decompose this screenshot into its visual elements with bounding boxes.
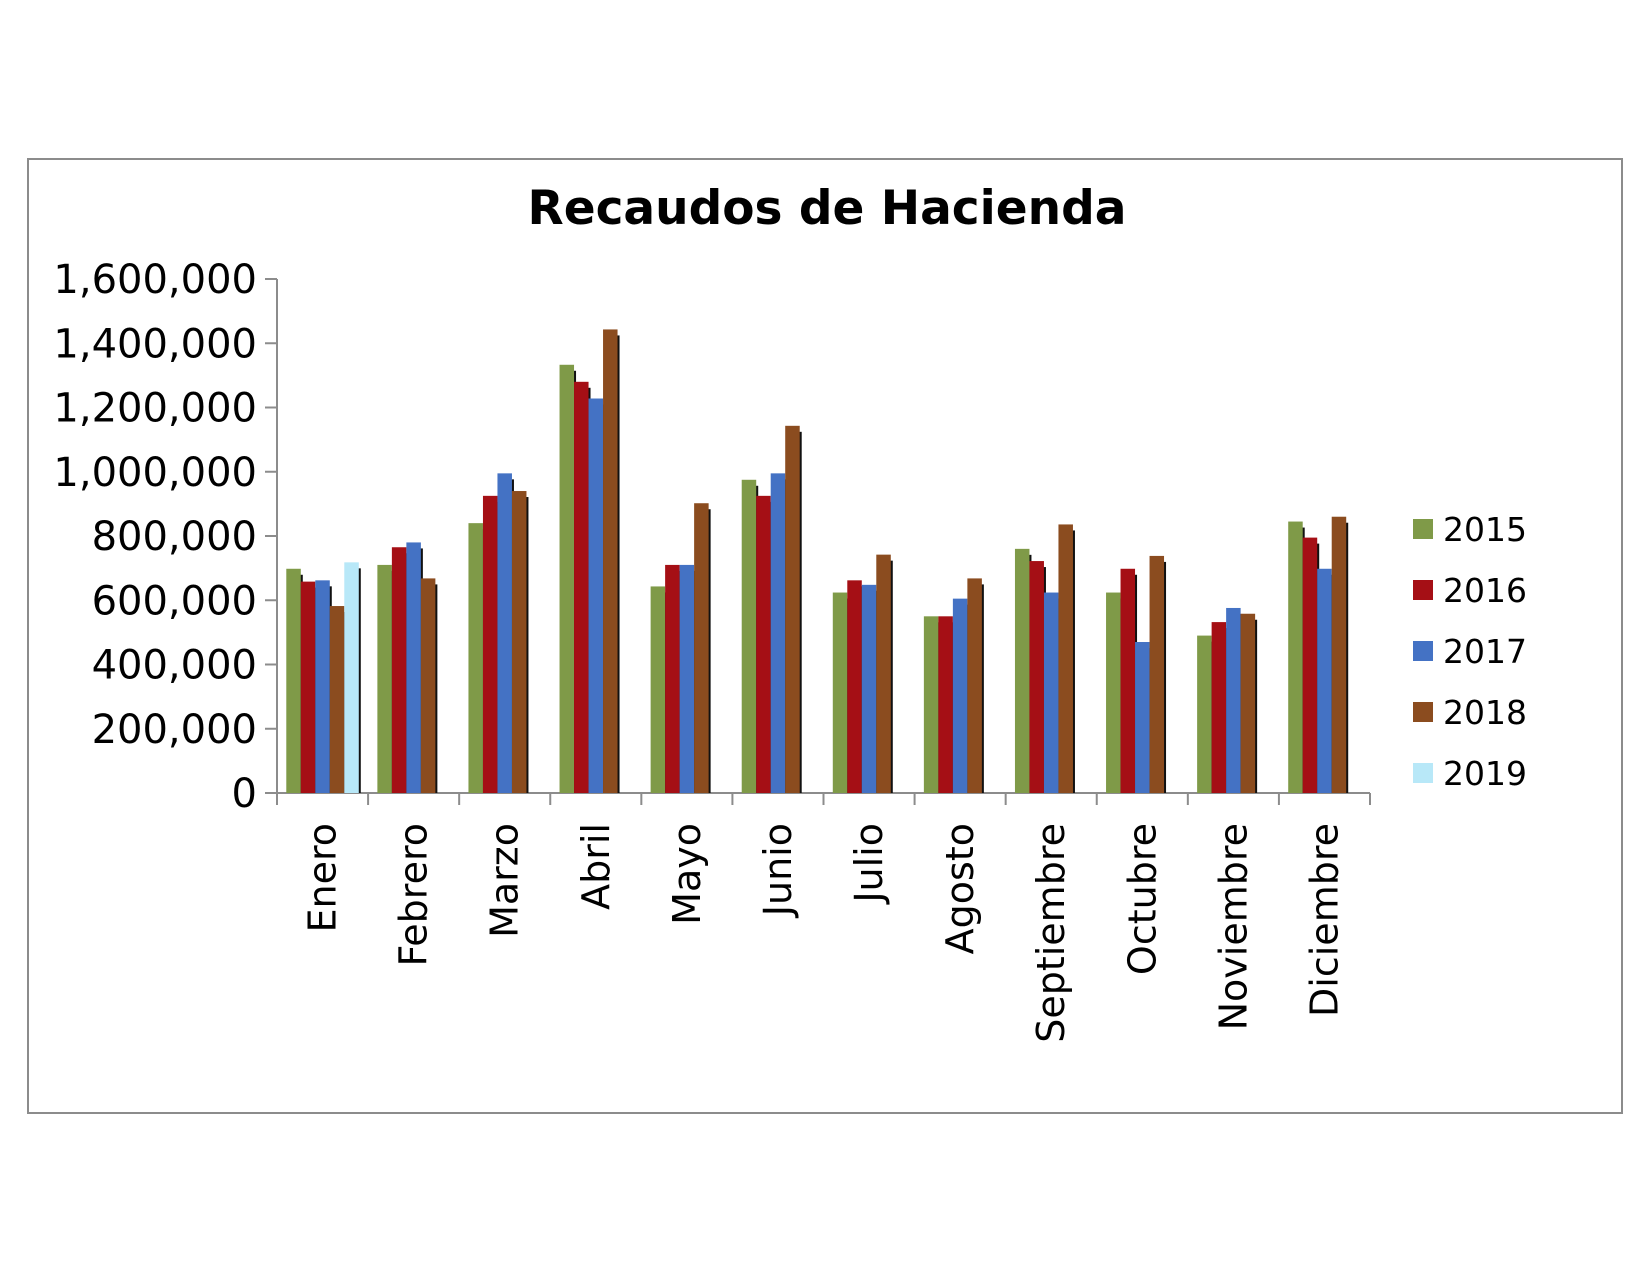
y-tick-label: 600,000 <box>92 578 257 624</box>
bar-shadow <box>980 584 984 793</box>
legend-swatch <box>1413 702 1433 722</box>
bar <box>1211 622 1227 793</box>
bar <box>300 581 316 793</box>
bar <box>377 564 392 793</box>
y-tick-label: 400,000 <box>92 643 257 689</box>
legend-label: 2017 <box>1443 632 1527 671</box>
bar <box>468 523 483 793</box>
bar <box>861 584 877 793</box>
y-tick-label: 1,600,000 <box>53 257 257 303</box>
bar <box>741 479 757 793</box>
bar <box>665 564 680 793</box>
bar-shadow <box>1071 530 1075 793</box>
chart-frame: Recaudos de Hacienda 0 200,000 400,000 600,… <box>27 158 1623 1114</box>
legend: 2015 2016 2017 2018 2019 <box>1413 510 1527 793</box>
bar <box>1029 561 1044 793</box>
bar <box>574 381 589 793</box>
bar-shadow <box>1345 522 1349 793</box>
bar-shadow <box>434 584 438 793</box>
x-tick-label: Diciembre <box>1302 823 1346 1017</box>
y-tick-label: 800,000 <box>92 514 257 560</box>
x-tick-label: Abril <box>574 823 618 910</box>
bar <box>694 503 709 793</box>
bar-shadow <box>357 568 361 793</box>
bar <box>588 398 604 793</box>
bar <box>329 606 345 793</box>
legend-label: 2018 <box>1443 693 1527 732</box>
bar <box>650 586 666 793</box>
legend-label: 2019 <box>1443 754 1527 793</box>
bar-shadow <box>707 509 711 793</box>
y-tick-label: 1,200,000 <box>53 386 257 432</box>
bar-shadow <box>798 431 802 793</box>
bar <box>1317 568 1332 793</box>
bar <box>1197 635 1212 793</box>
bar <box>1302 537 1318 793</box>
x-tick-label: Agosto <box>938 823 982 954</box>
bar <box>603 329 618 793</box>
bar <box>1120 568 1136 793</box>
chart-title: Recaudos de Hacienda <box>528 181 1127 236</box>
bar <box>497 473 512 793</box>
bar <box>876 554 891 793</box>
bar <box>847 580 862 793</box>
x-tick-label: Enero <box>301 823 345 933</box>
bar <box>344 562 359 793</box>
x-tick-label: Noviembre <box>1211 823 1255 1030</box>
bar <box>391 547 407 793</box>
legend-swatch <box>1413 641 1433 661</box>
y-tick-label: 1,400,000 <box>53 321 257 367</box>
bar-shadow <box>616 335 620 793</box>
bar <box>1226 607 1241 793</box>
bar-shadow <box>1254 619 1258 793</box>
legend-swatch <box>1413 580 1433 600</box>
x-tick-label: Julio <box>847 823 891 905</box>
bar <box>1240 613 1256 793</box>
bar <box>315 580 330 793</box>
x-tick-label: Mayo <box>665 823 709 925</box>
bar <box>1288 521 1303 793</box>
x-tick-label: Octubre <box>1120 823 1164 975</box>
y-tick-label: 1,000,000 <box>53 450 257 496</box>
bar <box>1058 524 1073 793</box>
bar <box>967 578 982 793</box>
x-tick-label: Febrero <box>392 823 436 966</box>
bar <box>832 592 848 793</box>
bar <box>1106 592 1121 793</box>
bar-shadow <box>889 560 893 793</box>
bar <box>1043 592 1059 793</box>
y-tick-label: 200,000 <box>92 707 257 753</box>
x-tick-label: Marzo <box>483 823 527 938</box>
bar <box>770 473 786 793</box>
legend-label: 2016 <box>1443 571 1527 610</box>
bar <box>756 495 771 793</box>
bar <box>679 564 695 793</box>
bar <box>1331 516 1347 793</box>
bar <box>559 364 575 793</box>
bar <box>482 495 498 793</box>
bar <box>1014 548 1030 793</box>
bar <box>420 578 436 793</box>
bar <box>286 568 301 793</box>
legend-swatch <box>1413 519 1433 539</box>
bar <box>785 425 800 793</box>
bar <box>1135 642 1150 793</box>
legend-swatch <box>1413 763 1433 783</box>
bar <box>511 491 527 793</box>
bar <box>1149 555 1165 793</box>
bar <box>952 598 968 793</box>
bar-shadow <box>525 497 529 793</box>
chart-svg: Recaudos de Hacienda 0 200,000 400,000 600,… <box>53 181 1527 1043</box>
bar <box>923 616 939 793</box>
plot-area: 0 200,000 400,000 600,000 800,000 1,000,000 1,… <box>53 257 1371 1043</box>
bar <box>406 542 421 793</box>
bar-shadow <box>1163 561 1167 793</box>
x-tick-label: Septiembre <box>1029 823 1073 1043</box>
y-tick-label: 0 <box>232 771 257 817</box>
legend-label: 2015 <box>1443 510 1527 549</box>
x-tick-label: Junio <box>756 823 800 918</box>
bar <box>938 616 953 793</box>
